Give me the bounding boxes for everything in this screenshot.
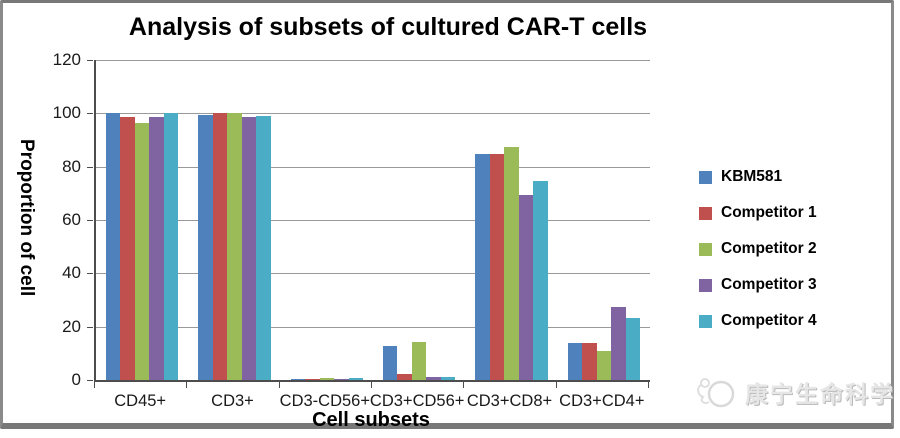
legend-label: KBM581 (721, 168, 783, 185)
bar-competitor-4-CD3+CD56+ (440, 376, 456, 380)
bar-kbm581-CD45+ (105, 113, 121, 380)
y-tick-label-0: 0 (71, 370, 81, 389)
bar-competitor-4-CD3+CD4+ (625, 318, 641, 380)
x-tick-mark (94, 382, 95, 388)
legend-item-competitor-4: Competitor 4 (699, 303, 817, 339)
legend-item-competitor-3: Competitor 3 (699, 267, 817, 303)
company-name: 康宁生命科学 (745, 381, 895, 407)
y-tick-mark (87, 60, 93, 61)
bar-competitor-2-CD3-CD56+ (319, 378, 335, 380)
legend-label: Competitor 3 (721, 276, 817, 293)
category-label-CD45+: CD45+ (114, 392, 167, 410)
bar-kbm581-CD3+CD4+ (567, 343, 583, 380)
bar-competitor-1-CD45+ (120, 117, 135, 380)
category-label-CD3+CD4+: CD3+CD4+ (559, 392, 645, 410)
company-watermark: 康宁生命科学 (695, 375, 895, 409)
bar-competitor-3-CD3+ (241, 117, 257, 380)
x-tick-mark (555, 382, 557, 388)
bar-competitor-4-CD3+ (256, 116, 271, 380)
gridline-20 (96, 326, 650, 328)
legend-swatch-icon (699, 242, 712, 256)
x-tick-mark (278, 382, 280, 388)
gridline-40 (96, 273, 650, 275)
bar-kbm581-CD3+CD8+ (475, 153, 490, 380)
x-tick-mark (648, 382, 649, 388)
bar-competitor-2-CD3+ (227, 113, 242, 380)
bar-competitor-1-CD3-CD56+ (305, 379, 320, 380)
y-tick-label-80: 80 (62, 156, 81, 176)
bar-competitor-3-CD45+ (149, 117, 164, 380)
x-tick-mark (463, 382, 465, 388)
y-axis-title: Proportion of cell (16, 139, 37, 297)
bar-kbm581-CD3+ (198, 115, 213, 380)
bar-kbm581-CD3+CD56+ (382, 345, 398, 380)
bar-competitor-3-CD3+CD4+ (611, 306, 626, 380)
y-tick-mark (87, 380, 93, 381)
company-logo-icon (697, 378, 735, 408)
legend-swatch-icon (699, 206, 712, 220)
category-label-CD3-CD56+: CD3-CD56+ (279, 392, 370, 410)
x-tick-mark (186, 382, 188, 388)
category-label-CD3+: CD3+ (211, 392, 254, 410)
legend-swatch-icon (699, 314, 712, 328)
legend-item-kbm581: KBM581 (699, 159, 817, 195)
y-tick-label-40: 40 (62, 263, 81, 283)
gridline-100 (96, 113, 650, 115)
y-tick-mark (87, 166, 93, 168)
bar-competitor-4-CD3-CD56+ (348, 378, 364, 380)
legend-label: Competitor 2 (721, 240, 817, 257)
bar-competitor-2-CD3+CD8+ (504, 147, 519, 380)
y-tick-label-60: 60 (62, 210, 81, 229)
chart-frame: Analysis of subsets of cultured CAR-T ce… (0, 0, 895, 431)
legend: KBM581 Competitor 1 Competitor 2 Competitor… (699, 159, 817, 339)
legend-item-competitor-2: Competitor 2 (699, 231, 817, 267)
y-tick-label-100: 100 (52, 103, 81, 123)
category-label-CD3+CD8+: CD3+CD8+ (466, 392, 553, 410)
x-axis-title: Cell subsets (312, 409, 430, 431)
bar-kbm581-CD3-CD56+ (290, 379, 306, 380)
gridline-80 (96, 166, 650, 168)
bar-competitor-2-CD3+CD56+ (411, 342, 427, 380)
y-tick-mark (87, 273, 93, 275)
y-tick-label-20: 20 (62, 316, 81, 336)
bar-competitor-4-CD3+CD8+ (533, 180, 548, 380)
chart-title: Analysis of subsets of cultured CAR-T ce… (128, 13, 648, 41)
plot-area (94, 60, 650, 382)
bar-competitor-1-CD3+CD8+ (489, 154, 505, 380)
legend-label: Competitor 1 (721, 204, 817, 221)
gridline-60 (96, 220, 650, 221)
y-tick-label-120: 120 (52, 50, 81, 69)
bar-competitor-1-CD3+CD56+ (397, 374, 412, 380)
bar-competitor-1-CD3+ (212, 113, 228, 380)
gridline-120 (96, 60, 650, 61)
y-tick-mark (87, 326, 93, 328)
bar-competitor-3-CD3-CD56+ (334, 378, 349, 380)
bar-competitor-2-CD45+ (134, 123, 150, 380)
bar-competitor-2-CD3+CD4+ (596, 350, 612, 380)
x-tick-mark (371, 382, 372, 388)
category-label-CD3+CD56+: CD3+CD56+ (369, 392, 465, 410)
bar-competitor-1-CD3+CD4+ (582, 343, 597, 380)
bar-competitor-4-CD45+ (163, 113, 179, 380)
y-tick-mark (87, 113, 93, 115)
legend-swatch-icon (699, 278, 712, 292)
legend-swatch-icon (699, 170, 712, 184)
legend-item-competitor-1: Competitor 1 (699, 195, 817, 231)
bar-competitor-3-CD3+CD8+ (518, 194, 534, 380)
legend-label: Competitor 4 (721, 312, 817, 329)
bar-competitor-3-CD3+CD56+ (426, 377, 441, 380)
y-tick-mark (87, 220, 93, 221)
